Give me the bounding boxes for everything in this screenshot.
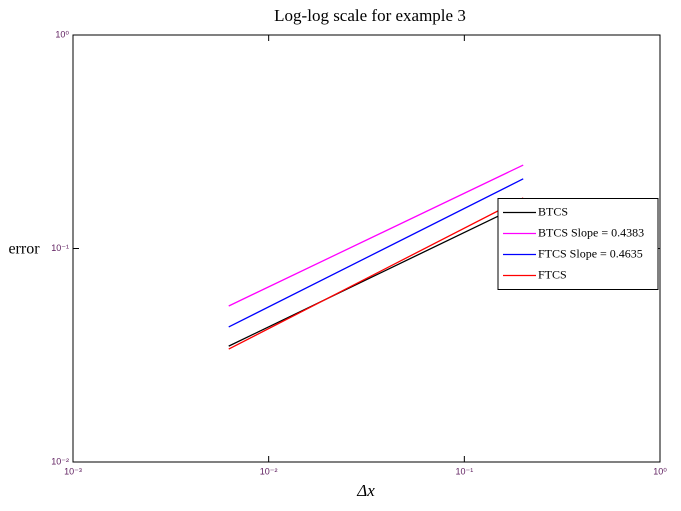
series-line <box>228 164 524 307</box>
legend-label: BTCS Slope = 0.4383 <box>538 225 644 239</box>
x-tick-label: 10⁰ <box>653 466 667 476</box>
legend-box <box>497 198 659 290</box>
series-line <box>228 197 524 350</box>
series-line <box>228 178 524 328</box>
x-axis-label: Δx <box>356 481 375 500</box>
chart-title: Log-log scale for example 3 <box>274 6 466 25</box>
x-tick-label: 10⁻³ <box>64 466 82 476</box>
series-line <box>228 203 524 347</box>
legend-label: BTCS <box>538 204 568 218</box>
legend-label: FTCS <box>538 267 567 281</box>
legend-label: FTCS Slope = 0.4635 <box>538 246 643 260</box>
y-tick-label: 10⁻² <box>51 456 69 466</box>
y-tick-label: 10⁻¹ <box>51 243 69 253</box>
x-tick-label: 10⁻² <box>260 466 278 476</box>
y-tick-label: 10⁰ <box>55 29 69 39</box>
x-tick-label: 10⁻¹ <box>455 466 473 476</box>
y-axis-label: error <box>8 241 40 258</box>
